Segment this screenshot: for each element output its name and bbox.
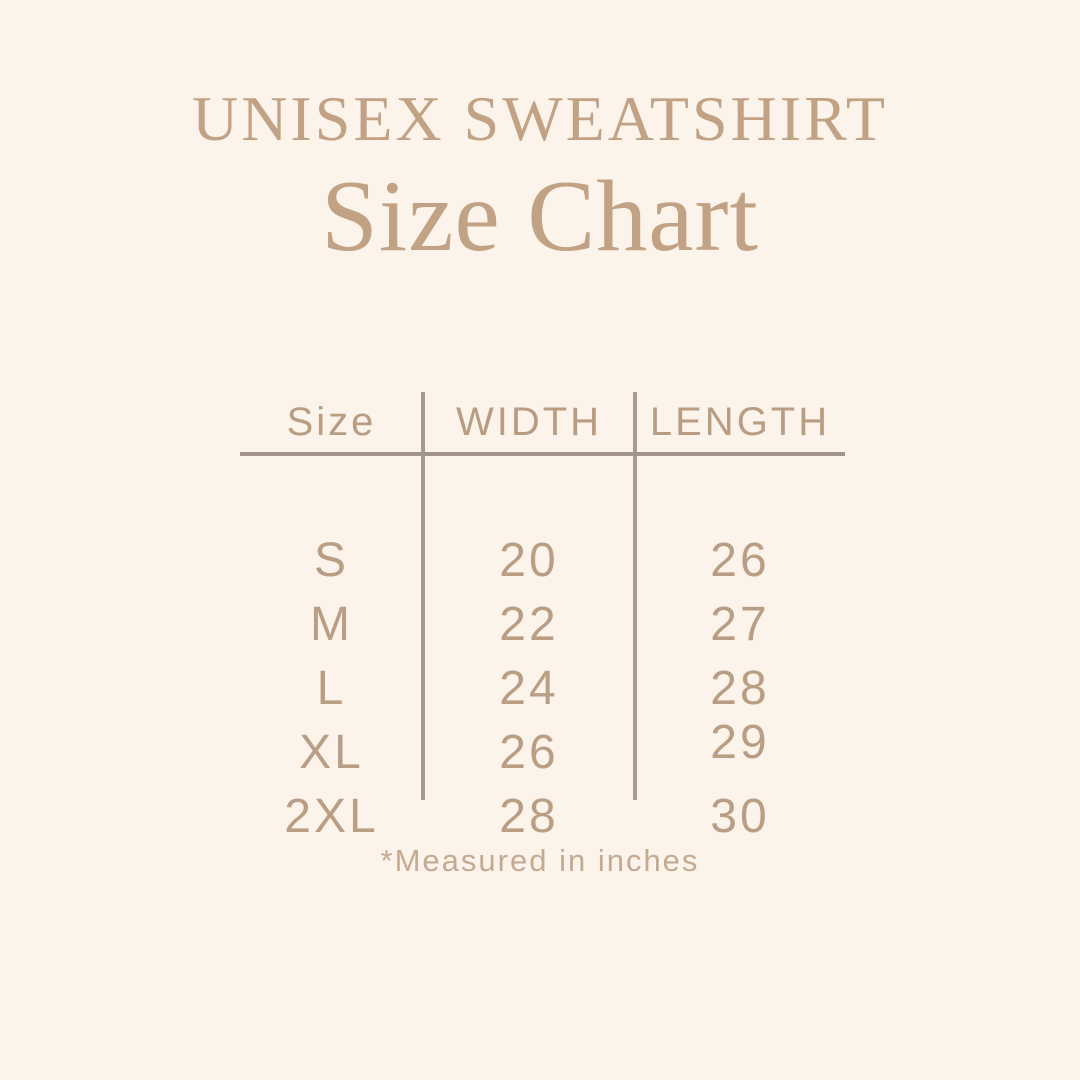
table-row: M 22 27: [240, 592, 845, 656]
width-value: 20: [499, 533, 559, 587]
table-header-row: Size WIDTH LENGTH: [240, 392, 845, 452]
table-row: XL 26 29: [240, 716, 845, 784]
column-divider-1: [421, 392, 425, 800]
column-divider-2: [633, 392, 637, 800]
page-title: UNISEX SWEATSHIRT: [191, 83, 889, 154]
size-label: XL: [299, 725, 364, 779]
size-label: L: [316, 661, 347, 715]
width-value: 26: [499, 725, 559, 779]
size-label: 2XL: [284, 789, 379, 843]
length-value: 29: [710, 715, 770, 769]
size-label: M: [310, 597, 353, 651]
header-length: LENGTH: [649, 399, 831, 444]
table-row: 2XL 28 30: [240, 784, 845, 848]
size-table: Size WIDTH LENGTH S 20 26 M 22 27 L 24 2…: [240, 392, 845, 843]
width-value: 28: [499, 789, 559, 843]
table-row: L 24 28: [240, 656, 845, 720]
page-subtitle: Size Chart: [321, 160, 759, 273]
table-body: S 20 26 M 22 27 L 24 28 XL 26 29 2XL 28: [240, 452, 845, 848]
header-divider-line: [240, 452, 845, 456]
length-value: 27: [710, 597, 770, 651]
width-value: 24: [499, 661, 559, 715]
header-width: WIDTH: [455, 399, 603, 444]
size-label: S: [313, 533, 349, 587]
length-value: 26: [710, 533, 770, 587]
header-size: Size: [286, 399, 377, 444]
measurement-note: *Measured in inches: [380, 843, 700, 878]
length-value: 30: [710, 789, 770, 843]
table-row: S 20 26: [240, 528, 845, 592]
width-value: 22: [499, 597, 559, 651]
length-value: 28: [710, 661, 770, 715]
